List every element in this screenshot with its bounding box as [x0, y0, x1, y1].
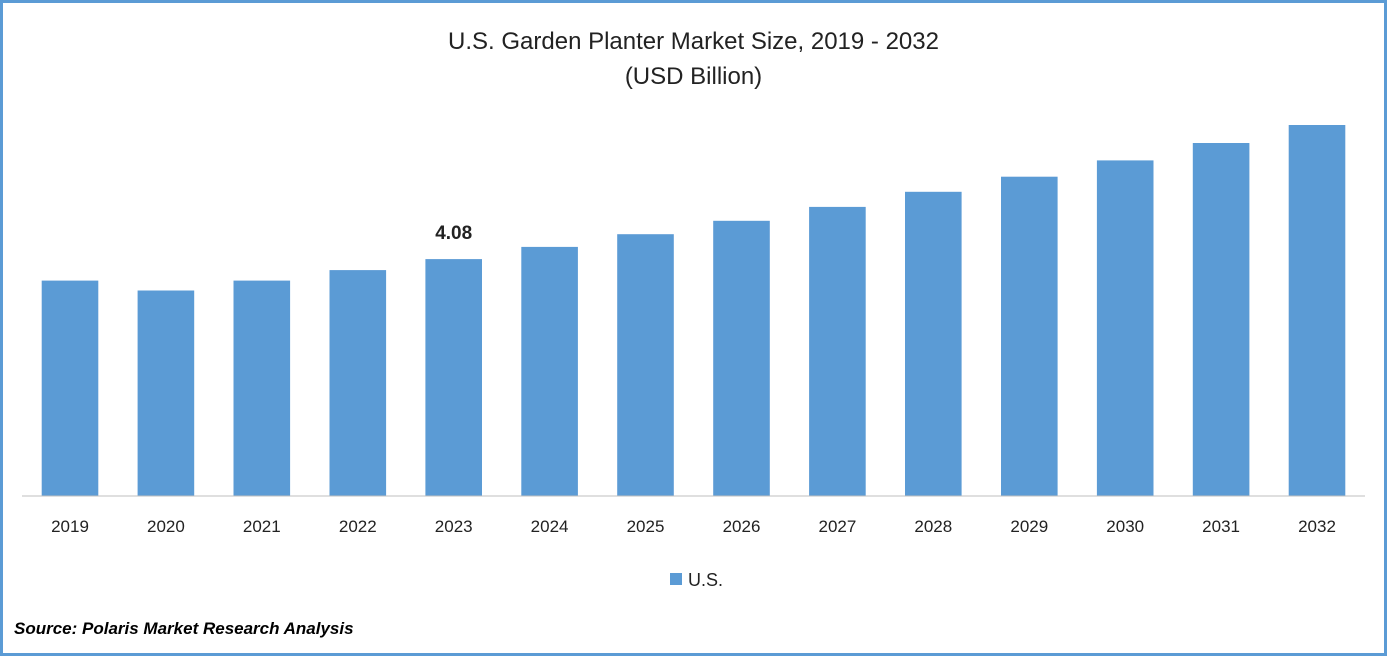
bar-2030	[1096, 160, 1154, 496]
x-tick-label-2024: 2024	[531, 517, 569, 536]
x-tick-label-2025: 2025	[627, 517, 665, 536]
x-tick-label-2029: 2029	[1010, 517, 1048, 536]
bar-2023	[425, 259, 482, 496]
bar-2031	[1192, 143, 1250, 496]
bar-2028	[905, 191, 962, 497]
legend-label: U.S.	[688, 570, 723, 590]
x-tick-label-2021: 2021	[243, 517, 281, 536]
legend: U.S.	[670, 570, 723, 590]
bar-2026	[713, 220, 770, 497]
x-tick-label-2020: 2020	[147, 517, 185, 536]
chart-subtitle: (USD Billion)	[624, 63, 763, 90]
x-tick-label-2023: 2023	[435, 517, 473, 536]
x-tick-label-2028: 2028	[914, 517, 952, 536]
bar-2029	[1001, 176, 1058, 496]
chart-title: U.S. Garden Planter Market Size, 2019 - …	[448, 28, 939, 55]
bar-2021	[233, 280, 291, 496]
x-tick-label-2031: 2031	[1202, 517, 1240, 536]
bar-2020	[137, 290, 195, 496]
data-label-2023: 4.08	[435, 223, 472, 244]
bar-2027	[809, 206, 866, 496]
x-tick-label-2030: 2030	[1106, 517, 1144, 536]
x-tick-label-2027: 2027	[818, 517, 856, 536]
legend-swatch	[670, 573, 682, 585]
bar-2024	[521, 246, 578, 496]
bar-2022	[329, 270, 387, 496]
bar-2019	[41, 280, 99, 496]
bar-2025	[617, 234, 674, 496]
x-tick-label-2022: 2022	[339, 517, 377, 536]
x-tick-label-2026: 2026	[723, 517, 761, 536]
x-tick-label-2032: 2032	[1298, 517, 1336, 536]
source-note: Source: Polaris Market Research Analysis	[14, 619, 354, 638]
bar-2032	[1288, 125, 1346, 496]
x-tick-label-2019: 2019	[51, 517, 89, 536]
